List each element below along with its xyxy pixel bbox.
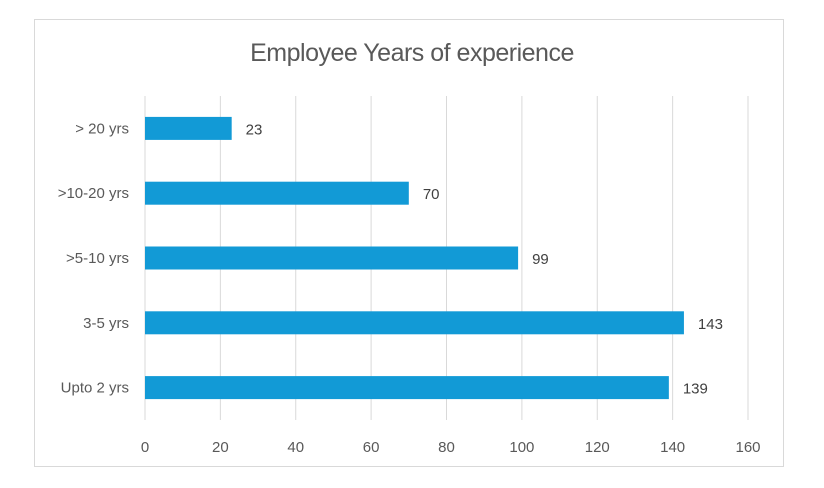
x-tick-labels: 0 20 40 60 80 100 120 140 160 <box>141 439 761 456</box>
x-tick-label: 60 <box>363 439 380 456</box>
bar <box>145 116 232 140</box>
x-tick-label: 100 <box>509 439 534 456</box>
x-tick-label: 80 <box>438 439 455 456</box>
data-label: 139 <box>683 381 708 398</box>
x-tick-label: 140 <box>660 439 685 456</box>
x-tick-label: 40 <box>287 439 304 456</box>
bar <box>145 311 684 335</box>
x-tick-label: 20 <box>212 439 229 456</box>
category-label: 3-5 yrs <box>83 315 129 332</box>
bar <box>145 181 409 205</box>
x-tick-label: 0 <box>141 439 149 456</box>
data-label: 70 <box>423 186 440 203</box>
data-label: 143 <box>698 316 723 333</box>
bar <box>145 376 669 400</box>
data-label: 23 <box>246 121 263 138</box>
x-tick-label: 120 <box>585 439 610 456</box>
x-tick-label: 160 <box>735 439 760 456</box>
category-label: >10-20 yrs <box>58 185 129 202</box>
category-label: Upto 2 yrs <box>61 380 129 397</box>
bar <box>145 246 519 270</box>
category-label: > 20 yrs <box>75 120 129 137</box>
category-label: >5-10 yrs <box>66 250 129 267</box>
data-label: 99 <box>532 251 549 268</box>
chart-title: Employee Years of experience <box>250 39 574 67</box>
data-labels: 23 70 99 143 139 <box>246 121 723 397</box>
bars <box>145 116 684 400</box>
category-labels: > 20 yrs >10-20 yrs >5-10 yrs 3-5 yrs Upto 2… <box>58 120 129 396</box>
